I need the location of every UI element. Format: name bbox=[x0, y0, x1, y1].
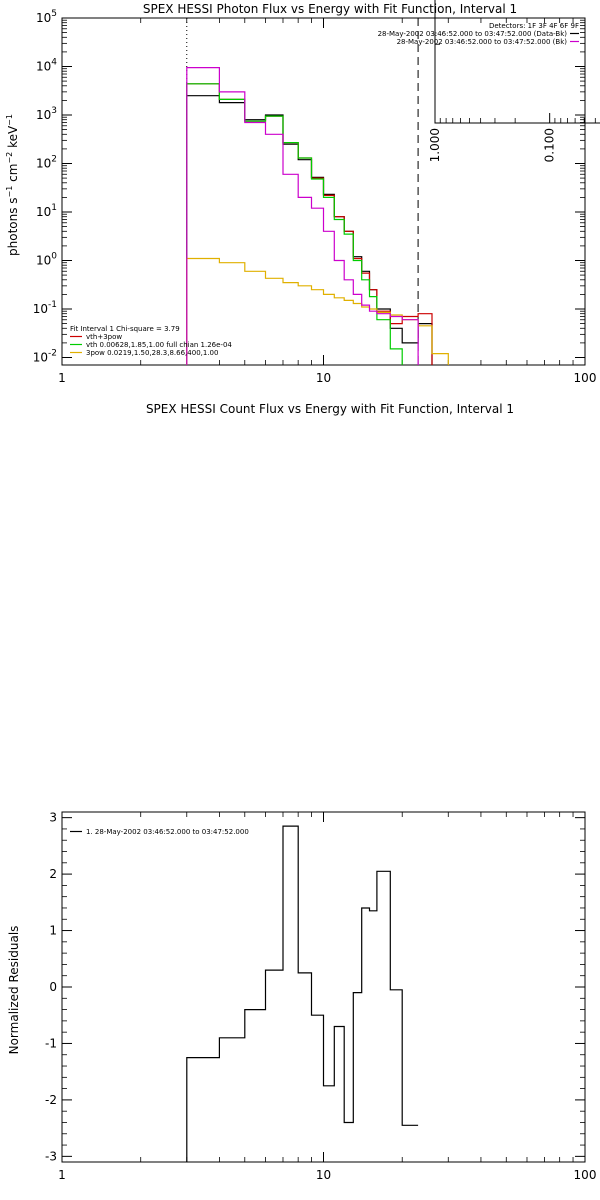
legend-title: Fit Interval 1 Chi-square = 3.79 bbox=[70, 325, 180, 333]
chart-title: SPEX HESSI Count Flux vs Energy with Fit… bbox=[146, 402, 514, 416]
x-tick-label: 10 bbox=[316, 1168, 331, 1182]
x-tick-label: 1 bbox=[58, 1168, 66, 1182]
y-tick-label: 3 bbox=[49, 811, 57, 825]
y-tick-label: -3 bbox=[45, 1149, 57, 1163]
series-3pow bbox=[186, 257, 464, 365]
photon-flux-panel: SPEX HESSI Photon Flux vs Energy with Fi… bbox=[5, 0, 600, 385]
info-line: Detectors: 1F 3F 4F 6F 9F bbox=[489, 22, 579, 30]
y-tick-label: -2 bbox=[45, 1093, 57, 1107]
info-line: 28-May-2002 03:46:52.000 to 03:47:52.000… bbox=[378, 30, 568, 38]
count-flux-panel: SPEX HESSI Count Flux vs Energy with Fit… bbox=[45, 402, 596, 1182]
y-axis-label-residuals: Normalized Residuals bbox=[7, 926, 21, 1055]
y-tick-label: 101 bbox=[36, 203, 57, 219]
legend-label: vth+3pow bbox=[86, 333, 122, 341]
legend-label: 3pow 0.0219,1.50,28.3,8.66,400,1.00 bbox=[86, 349, 218, 357]
series-residuals bbox=[186, 825, 419, 1162]
legend-label: vth 0.00628,1.85,1.00 full chian 1.26e-0… bbox=[86, 341, 232, 349]
chart-title: SPEX HESSI Photon Flux vs Energy with Fi… bbox=[143, 2, 517, 16]
series-bk bbox=[186, 67, 419, 365]
series-data-bk bbox=[186, 95, 433, 365]
y-tick-label: 104 bbox=[36, 57, 57, 73]
y-tick-label: -1 bbox=[45, 1036, 57, 1050]
x-tick-label: 100 bbox=[574, 371, 597, 385]
legend-label: 1. 28-May-2002 03:46:52.000 to 03:47:52.… bbox=[86, 828, 249, 836]
y-tick-label: 102 bbox=[36, 154, 57, 170]
x-tick-label: 100 bbox=[574, 1168, 597, 1182]
y-axis-label-photon: photons s−1 cm−2 keV−1 1101000.0010.0100… bbox=[5, 0, 600, 256]
y-tick-label: 10-2 bbox=[33, 348, 57, 364]
y-tick-label: 0.100 bbox=[543, 128, 557, 162]
info-line: 28-May-2002 03:46:52.000 to 03:47:52.000… bbox=[397, 38, 568, 46]
y-tick-label: 1 bbox=[49, 924, 57, 938]
y-tick-label: 100 bbox=[36, 251, 57, 267]
y-tick-label: 0 bbox=[49, 980, 57, 994]
y-tick-label: 1.000 bbox=[428, 128, 442, 162]
y-tick-label: 105 bbox=[36, 9, 57, 25]
residuals-panel: Normalized Residuals bbox=[7, 926, 21, 1055]
y-tick-label: 10-1 bbox=[33, 300, 57, 316]
y-tick-label: 103 bbox=[36, 106, 57, 122]
series-vth bbox=[186, 83, 419, 365]
plot-frame bbox=[61, 811, 586, 1163]
x-tick-label: 10 bbox=[316, 371, 331, 385]
series-vth+3pow bbox=[186, 83, 433, 365]
y-tick-label: 2 bbox=[49, 867, 57, 881]
x-tick-label: 1 bbox=[58, 371, 66, 385]
svg-text:photons s−1 cm−2 keV−1: photons s−1 cm−2 keV−1 bbox=[5, 114, 20, 256]
